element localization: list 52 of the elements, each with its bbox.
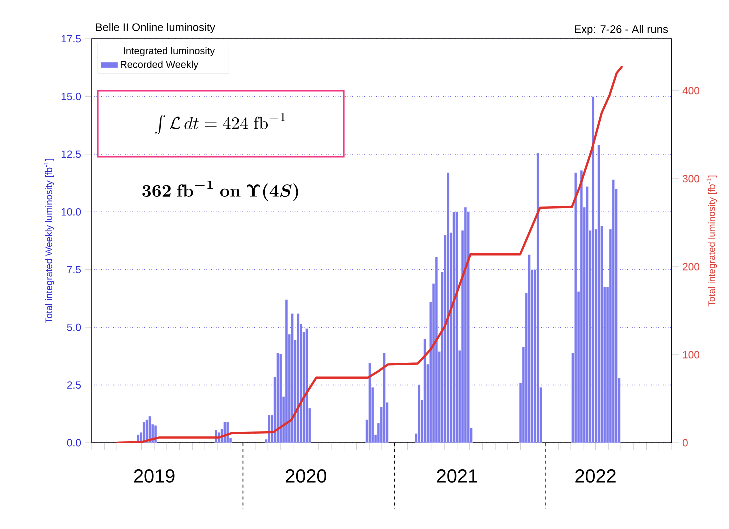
chart-title: Belle II Online luminosity	[96, 23, 216, 34]
bar	[586, 186, 589, 444]
bar	[224, 422, 226, 444]
bar	[435, 257, 438, 444]
annotation: $\int \mathcal{L}\, dt = 424\ \mathrm{fb}^{-1}$	[156, 113, 286, 134]
bar	[456, 212, 458, 444]
y2-tick-label: 200	[683, 263, 700, 271]
bar	[296, 314, 300, 444]
annotation: $\boldsymbol{362\ \mathrm{fb}^{-1}\ \mathrm{on}\ \Upsilon(4S)}$	[142, 181, 298, 202]
bar	[276, 352, 280, 444]
bar	[612, 180, 615, 444]
y-tick-label: 5.0	[67, 324, 82, 332]
y-tick-label: 15.0	[62, 93, 82, 100]
bar	[424, 339, 426, 444]
bar	[146, 420, 148, 444]
bar	[580, 170, 584, 444]
y-tick-label: 7.5	[67, 266, 82, 274]
bar	[592, 96, 595, 444]
bar	[574, 172, 578, 444]
chart-subtitle: Exp: 7-26 - All runs	[575, 25, 668, 36]
bar	[598, 145, 600, 444]
x-tick-label: 2020	[286, 470, 326, 483]
bar	[285, 300, 288, 444]
x-tick-label: 2019	[134, 470, 175, 483]
bar	[464, 207, 468, 444]
y-axis-title: Total integrated Weekly luminosity [fb$^{-1}$]	[44, 159, 54, 324]
y2-tick-label: 0	[682, 439, 688, 447]
bar	[368, 363, 372, 444]
y2-tick-label: 400	[682, 87, 700, 95]
bar	[306, 328, 308, 444]
bar	[528, 254, 531, 444]
x-tick-label: 2021	[437, 470, 478, 483]
bar	[452, 212, 456, 444]
y2-tick-label: 300	[682, 175, 700, 183]
y-tick-label: 17.5	[62, 35, 82, 43]
legend-title: Integrated luminosity	[124, 47, 216, 56]
bar	[383, 352, 386, 444]
y-tick-label: 10.0	[62, 208, 82, 216]
y-tick-label: 12.5	[62, 150, 82, 158]
bar	[280, 354, 282, 444]
bar	[148, 416, 152, 444]
y-tick-label: 0.0	[67, 439, 82, 447]
y2-tick-label: 100	[683, 351, 700, 359]
bar	[268, 415, 271, 444]
x-tick-label: 2022	[576, 470, 616, 483]
bar	[291, 314, 294, 444]
bar	[418, 385, 421, 444]
y-tick-label: 2.5	[67, 382, 82, 389]
bar	[536, 153, 540, 444]
y2-axis-title: Total integrated luminosity [fb$^{-1}$]	[706, 176, 718, 307]
legend-label: Recorded Weekly	[121, 60, 199, 70]
bar	[446, 172, 450, 444]
